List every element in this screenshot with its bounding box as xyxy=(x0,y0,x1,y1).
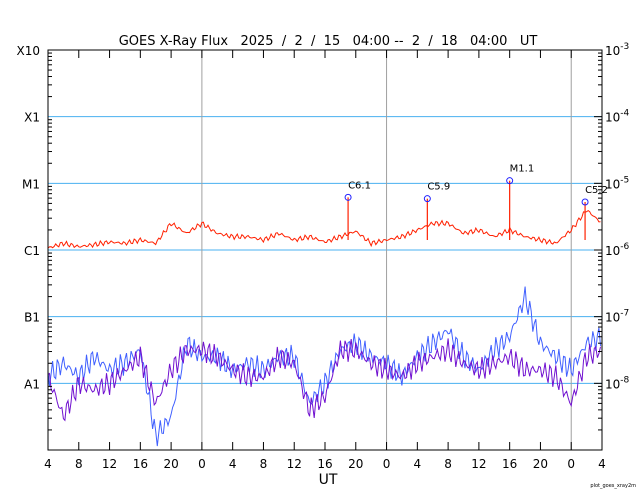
y-label-right: 10-4 xyxy=(605,109,630,125)
x-tick-label: 16 xyxy=(502,457,517,471)
x-tick-label: 0 xyxy=(383,457,391,471)
y-label-left: A1 xyxy=(24,377,40,391)
x-tick-label: 4 xyxy=(598,457,606,471)
x-tick-label: 12 xyxy=(471,457,486,471)
x-tick-label: 16 xyxy=(317,457,332,471)
flare-marker xyxy=(506,177,514,185)
y-label-left: M1 xyxy=(22,177,40,191)
x-tick-label: 4 xyxy=(414,457,422,471)
x-tick-label: 4 xyxy=(44,457,52,471)
y-label-left: X1 xyxy=(24,111,40,125)
x-tick-label: 20 xyxy=(348,457,363,471)
x-tick-label: 12 xyxy=(102,457,117,471)
series-line-0 xyxy=(47,209,601,249)
x-tick-label: 20 xyxy=(163,457,178,471)
x-tick-label: 4 xyxy=(229,457,237,471)
flare-marker xyxy=(344,193,352,201)
y-label-right: 10-5 xyxy=(605,175,629,191)
x-axis-label: UT xyxy=(319,472,338,488)
y-label-right: 10-8 xyxy=(605,375,630,391)
x-tick-label: 0 xyxy=(567,457,575,471)
y-label-right: 10-7 xyxy=(605,309,629,325)
x-tick-label: 20 xyxy=(533,457,548,471)
x-tick-label: 8 xyxy=(444,457,452,471)
flare-label: C5.2 xyxy=(585,185,608,196)
flare-label: C5.9 xyxy=(427,182,450,193)
flare-label: C6.1 xyxy=(348,180,371,191)
chart-title: GOES X-Ray Flux 2025 / 2 / 15 04:00 -- 2… xyxy=(119,34,538,49)
series-line-2 xyxy=(47,338,601,422)
x-tick-label: 8 xyxy=(75,457,83,471)
flare-marker xyxy=(581,198,589,206)
y-label-left: X10 xyxy=(17,44,41,58)
y-label-right: 10-6 xyxy=(605,242,630,258)
footer-label: plot_goes_xray2m xyxy=(590,483,636,489)
flare-marker xyxy=(423,195,431,203)
x-tick-label: 12 xyxy=(287,457,302,471)
x-tick-label: 16 xyxy=(133,457,148,471)
y-label-right: 10-3 xyxy=(605,42,629,58)
y-label-left: C1 xyxy=(24,244,40,258)
y-label-left: B1 xyxy=(24,311,40,325)
x-tick-label: 0 xyxy=(198,457,206,471)
x-tick-label: 8 xyxy=(260,457,268,471)
flare-label: M1.1 xyxy=(510,164,535,175)
